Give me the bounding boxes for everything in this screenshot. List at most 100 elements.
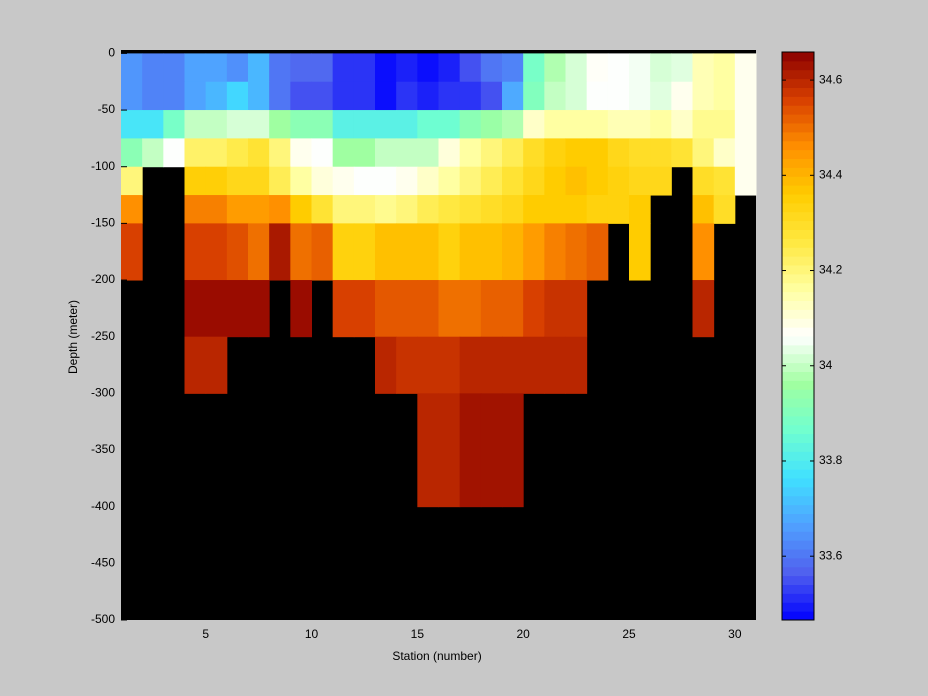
heatmap-cell bbox=[459, 195, 482, 224]
heatmap-cell bbox=[396, 53, 418, 83]
heatmap-cell bbox=[629, 223, 651, 281]
heatmap-cell bbox=[353, 53, 376, 83]
heatmap-cell bbox=[375, 166, 397, 196]
heatmap-cell bbox=[417, 223, 439, 281]
heatmap-cell bbox=[396, 110, 418, 139]
heatmap-cell bbox=[650, 138, 672, 168]
heatmap-cell bbox=[121, 81, 143, 111]
colorbar-swatch bbox=[782, 478, 814, 488]
heatmap-cell bbox=[248, 166, 270, 196]
heatmap-cell bbox=[713, 53, 736, 83]
heatmap-cell bbox=[396, 223, 418, 281]
colorbar-swatch bbox=[782, 167, 814, 177]
heatmap-cell bbox=[396, 81, 418, 111]
colorbar-swatch bbox=[782, 60, 814, 71]
heatmap-cell bbox=[332, 110, 355, 139]
colorbar-tick-label: 34.6 bbox=[819, 72, 843, 86]
heatmap-cell bbox=[459, 138, 482, 168]
heatmap-cell bbox=[565, 223, 588, 281]
heatmap-cell bbox=[607, 195, 630, 224]
heatmap-cell bbox=[353, 138, 376, 168]
y-tick-label: -450 bbox=[91, 556, 115, 570]
colorbar-swatch bbox=[782, 300, 814, 310]
colorbar-tick-label: 33.8 bbox=[819, 453, 843, 467]
heatmap-cell bbox=[565, 336, 588, 394]
x-tick-label: 10 bbox=[305, 627, 319, 641]
heatmap-cell bbox=[544, 166, 566, 196]
y-tick-label: -50 bbox=[98, 102, 116, 116]
heatmap-cell bbox=[417, 138, 439, 168]
heatmap-cell bbox=[650, 81, 672, 111]
colorbar-swatch bbox=[782, 176, 814, 186]
heatmap-cell bbox=[629, 53, 651, 83]
heatmap-cell bbox=[248, 280, 270, 338]
heatmap-cell bbox=[184, 166, 207, 196]
x-tick-label: 25 bbox=[622, 627, 636, 641]
heatmap-cell bbox=[121, 110, 143, 139]
heatmap-cell bbox=[713, 195, 736, 224]
heatmap-cell bbox=[375, 81, 397, 111]
colorbar-swatch bbox=[782, 575, 814, 585]
colorbar-swatch bbox=[782, 96, 814, 106]
heatmap-cell bbox=[523, 223, 545, 281]
heatmap-cell bbox=[671, 53, 693, 83]
heatmap-cell bbox=[565, 138, 588, 168]
colorbar-swatch bbox=[782, 256, 814, 266]
heatmap-cell bbox=[438, 223, 461, 281]
heatmap-cell bbox=[311, 138, 334, 168]
colorbar-swatch bbox=[782, 566, 814, 577]
heatmap-cell bbox=[290, 81, 312, 111]
heatmap-cell bbox=[480, 53, 503, 83]
heatmap-cell bbox=[353, 110, 376, 139]
heatmap-cell bbox=[417, 53, 439, 83]
heatmap-cell bbox=[205, 336, 228, 394]
heatmap-cell bbox=[671, 110, 693, 139]
heatmap-cell bbox=[121, 223, 143, 281]
heatmap-cell bbox=[248, 138, 270, 168]
heatmap-cell bbox=[565, 110, 588, 139]
heatmap-cell bbox=[417, 336, 439, 394]
heatmap-cell bbox=[480, 138, 503, 168]
colorbar-swatch bbox=[782, 87, 814, 97]
heatmap-cell bbox=[650, 166, 672, 196]
heatmap-cell bbox=[396, 336, 418, 394]
heatmap-cell bbox=[226, 280, 249, 338]
heatmap-cell bbox=[205, 166, 228, 196]
colorbar-swatch bbox=[782, 185, 814, 195]
colorbar-swatch bbox=[782, 211, 814, 222]
heatmap-cell bbox=[375, 280, 397, 338]
heatmap-cell bbox=[734, 110, 757, 139]
colorbar-swatch bbox=[782, 247, 814, 257]
colorbar-swatch bbox=[782, 52, 814, 62]
colorbar-swatch bbox=[782, 486, 814, 497]
colorbar-swatch bbox=[782, 407, 814, 417]
heatmap-cell bbox=[121, 166, 143, 196]
heatmap-cell bbox=[544, 223, 566, 281]
heatmap-cell bbox=[290, 110, 312, 139]
heatmap-cell bbox=[290, 195, 312, 224]
heatmap-cell bbox=[438, 81, 461, 111]
heatmap-cell bbox=[375, 195, 397, 224]
heatmap-cell bbox=[544, 110, 566, 139]
heatmap-cell bbox=[332, 166, 355, 196]
heatmap-cell bbox=[353, 195, 376, 224]
heatmap-cell bbox=[523, 336, 545, 394]
x-tick-label: 30 bbox=[728, 627, 742, 641]
heatmap-cell bbox=[692, 280, 715, 338]
heatmap-cell bbox=[544, 138, 566, 168]
heatmap-cell bbox=[163, 138, 185, 168]
heatmap-cell bbox=[734, 81, 757, 111]
heatmap-cell bbox=[692, 166, 715, 196]
heatmap-cell bbox=[480, 195, 503, 224]
colorbar-swatch bbox=[782, 371, 814, 381]
heatmap-cell bbox=[163, 81, 185, 111]
colorbar-swatch bbox=[782, 593, 814, 603]
colorbar-swatch bbox=[782, 531, 814, 541]
heatmap-cell bbox=[269, 166, 291, 196]
colorbar-swatch bbox=[782, 105, 814, 115]
heatmap-cell bbox=[544, 195, 566, 224]
heatmap-cell bbox=[417, 166, 439, 196]
heatmap-cell bbox=[205, 280, 228, 338]
heatmap-cell bbox=[502, 81, 524, 111]
heatmap-cell bbox=[480, 336, 503, 394]
